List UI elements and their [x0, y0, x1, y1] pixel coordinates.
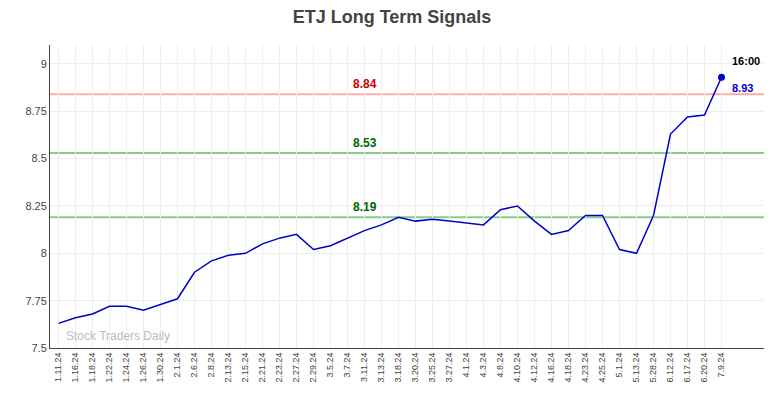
svg-text:7.5: 7.5	[32, 342, 47, 354]
svg-text:16:00: 16:00	[732, 55, 760, 67]
svg-text:3.20.24: 3.20.24	[410, 353, 420, 383]
svg-text:6.12.24: 6.12.24	[665, 353, 675, 383]
svg-text:5.13.24: 5.13.24	[631, 353, 641, 383]
svg-text:1.18.24: 1.18.24	[87, 353, 97, 383]
svg-text:3.7.24: 3.7.24	[342, 353, 352, 378]
svg-text:1.30.24: 1.30.24	[155, 353, 165, 383]
svg-text:2.23.24: 2.23.24	[274, 353, 284, 383]
svg-text:8.25: 8.25	[25, 200, 46, 212]
svg-text:4.16.24: 4.16.24	[546, 353, 556, 383]
svg-text:6.20.24: 6.20.24	[699, 353, 709, 383]
svg-text:2.8.24: 2.8.24	[206, 353, 216, 378]
svg-text:2.13.24: 2.13.24	[223, 353, 233, 383]
svg-text:8.75: 8.75	[25, 105, 46, 117]
svg-text:3.5.24: 3.5.24	[325, 353, 335, 378]
svg-text:1.16.24: 1.16.24	[70, 353, 80, 383]
svg-text:3.27.24: 3.27.24	[444, 353, 454, 383]
svg-text:7.75: 7.75	[25, 295, 46, 307]
svg-text:1.26.24: 1.26.24	[138, 353, 148, 383]
svg-text:2.1.24: 2.1.24	[172, 353, 182, 378]
svg-text:4.18.24: 4.18.24	[563, 353, 573, 383]
svg-text:4.1.24: 4.1.24	[461, 353, 471, 378]
svg-text:8.53: 8.53	[353, 136, 377, 150]
svg-text:9: 9	[41, 58, 47, 70]
svg-text:Stock Traders Daily: Stock Traders Daily	[66, 329, 170, 343]
svg-text:2.27.24: 2.27.24	[291, 353, 301, 383]
svg-text:8.19: 8.19	[353, 200, 377, 214]
svg-text:3.18.24: 3.18.24	[393, 353, 403, 383]
svg-text:4.10.24: 4.10.24	[512, 353, 522, 383]
svg-text:8.84: 8.84	[353, 77, 377, 91]
svg-text:7.9.24: 7.9.24	[716, 353, 726, 378]
svg-text:4.12.24: 4.12.24	[529, 353, 539, 383]
svg-text:8: 8	[41, 247, 47, 259]
svg-text:6.17.24: 6.17.24	[682, 353, 692, 383]
svg-text:2.15.24: 2.15.24	[240, 353, 250, 383]
svg-text:4.3.24: 4.3.24	[478, 353, 488, 378]
svg-text:4.23.24: 4.23.24	[580, 353, 590, 383]
svg-text:5.1.24: 5.1.24	[614, 353, 624, 378]
svg-text:4.25.24: 4.25.24	[597, 353, 607, 383]
svg-text:8.5: 8.5	[32, 152, 47, 164]
svg-text:1.24.24: 1.24.24	[121, 353, 131, 383]
svg-text:3.25.24: 3.25.24	[427, 353, 437, 383]
svg-text:3.13.24: 3.13.24	[376, 353, 386, 383]
svg-text:2.6.24: 2.6.24	[189, 353, 199, 378]
svg-text:1.11.24: 1.11.24	[53, 353, 63, 382]
svg-text:2.29.24: 2.29.24	[308, 353, 318, 383]
svg-text:8.93: 8.93	[732, 82, 753, 94]
svg-text:4.8.24: 4.8.24	[495, 353, 505, 378]
svg-text:2.21.24: 2.21.24	[257, 353, 267, 383]
svg-text:ETJ Long Term Signals: ETJ Long Term Signals	[293, 7, 492, 27]
svg-text:1.22.24: 1.22.24	[104, 353, 114, 383]
svg-text:5.28.24: 5.28.24	[648, 353, 658, 383]
svg-text:3.11.24: 3.11.24	[359, 353, 369, 382]
